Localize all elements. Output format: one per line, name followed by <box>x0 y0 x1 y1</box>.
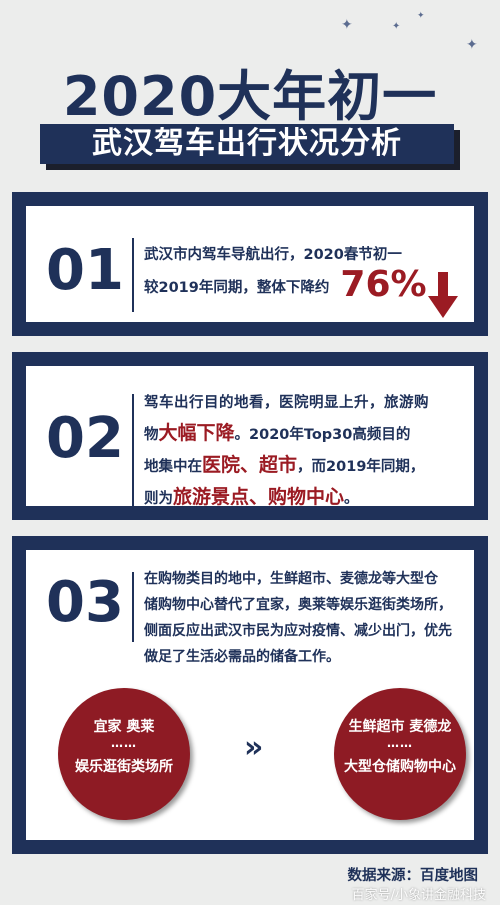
text-fragment: 较2019年同期，整体下降约 <box>144 280 330 296</box>
highlight-text: 旅游景点、购物中心 <box>173 486 345 508</box>
data-source: 数据来源：百度地图 <box>347 868 479 884</box>
divider-line <box>132 394 134 506</box>
text-line: 侧面反应出武汉市民为应对疫情、减少出门，优先 <box>144 623 452 639</box>
double-chevron-icon: » <box>244 730 264 765</box>
divider-line <box>132 238 134 312</box>
arrow-down-icon <box>428 272 458 318</box>
highlight-separator: 、 <box>240 454 260 476</box>
card-01: 01 武汉市内驾车导航出行，2020春节初一 较2019年同期，整体下降约 76… <box>12 192 488 336</box>
circle-before: 宜家 奥莱 …… 娱乐逛街类场所 <box>58 688 190 820</box>
watermark: 百家号/小象讲金融科技 <box>351 888 486 903</box>
text-line: 较2019年同期，整体下降约 76% <box>144 267 474 303</box>
circle-bottom-text: 娱乐逛街类场所 <box>75 759 173 775</box>
sparkle-icon: ✦ <box>392 21 401 32</box>
highlight-text: 医院 <box>202 454 241 476</box>
text-line: 物大幅下降。2020年Top30高频目的 <box>144 418 484 450</box>
text-fragment: ，而2019年同期， <box>297 459 425 475</box>
card-03: 03 在购物类目的地中，生鲜超市、麦德龙等大型仓 储购物中心替代了宜家，奥莱等娱… <box>12 536 488 854</box>
text-line: 地集中在医院、超市，而2019年同期， <box>144 450 484 482</box>
highlight-percent: 76% <box>340 264 427 305</box>
divider-line <box>132 572 134 642</box>
subtitle-banner: 武汉驾车出行状况分析 <box>40 124 460 170</box>
sparkle-icon: ✦ <box>466 37 478 53</box>
text-line: 则为旅游景点、购物中心。 <box>144 482 484 514</box>
card-number: 02 <box>46 406 124 471</box>
highlight-text: 超市 <box>259 454 298 476</box>
card-number: 01 <box>46 238 124 303</box>
circle-dots: …… <box>111 736 137 750</box>
text-fragment: 。 <box>344 491 359 507</box>
text-fragment: 物 <box>144 427 159 443</box>
text-line: 武汉市内驾车导航出行，2020春节初一 <box>144 247 402 263</box>
card-text: 在购物类目的地中，生鲜超市、麦德龙等大型仓 储购物中心替代了宜家，奥莱等娱乐逛街… <box>144 566 484 670</box>
text-line: 驾车出行目的地看，医院明显上升，旅游购 <box>144 395 429 411</box>
text-line: 做足了生活必需品的储备工作。 <box>144 649 340 665</box>
circle-top-text: 宜家 奥莱 <box>93 719 155 735</box>
text-line: 在购物类目的地中，生鲜超市、麦德龙等大型仓 <box>144 571 438 587</box>
page-subtitle: 武汉驾车出行状况分析 <box>40 124 454 164</box>
circle-top-text: 生鲜超市 麦德龙 <box>348 719 452 735</box>
sparkle-icon: ✦ <box>341 17 353 33</box>
text-line: 储购物中心替代了宜家，奥莱等娱乐逛街类场所， <box>144 597 452 613</box>
card-02: 02 驾车出行目的地看，医院明显上升，旅游购 物大幅下降。2020年Top30高… <box>12 352 488 520</box>
text-fragment: 则为 <box>144 491 173 507</box>
card-number: 03 <box>46 570 124 635</box>
circle-bottom-text: 大型仓储购物中心 <box>344 759 456 775</box>
sparkle-icon: ✦ <box>417 11 425 21</box>
card-text: 武汉市内驾车导航出行，2020春节初一 较2019年同期，整体下降约 76% <box>144 242 474 303</box>
text-fragment: 。2020年Top30高频目的 <box>234 427 411 443</box>
card-text: 驾车出行目的地看，医院明显上升，旅游购 物大幅下降。2020年Top30高频目的… <box>144 388 484 514</box>
text-fragment: 地集中在 <box>144 459 202 475</box>
circle-after: 生鲜超市 麦德龙 …… 大型仓储购物中心 <box>334 688 466 820</box>
highlight-text: 大幅下降 <box>158 422 235 444</box>
circle-dots: …… <box>387 736 413 750</box>
page-title: 2020大年初一 <box>62 65 438 128</box>
